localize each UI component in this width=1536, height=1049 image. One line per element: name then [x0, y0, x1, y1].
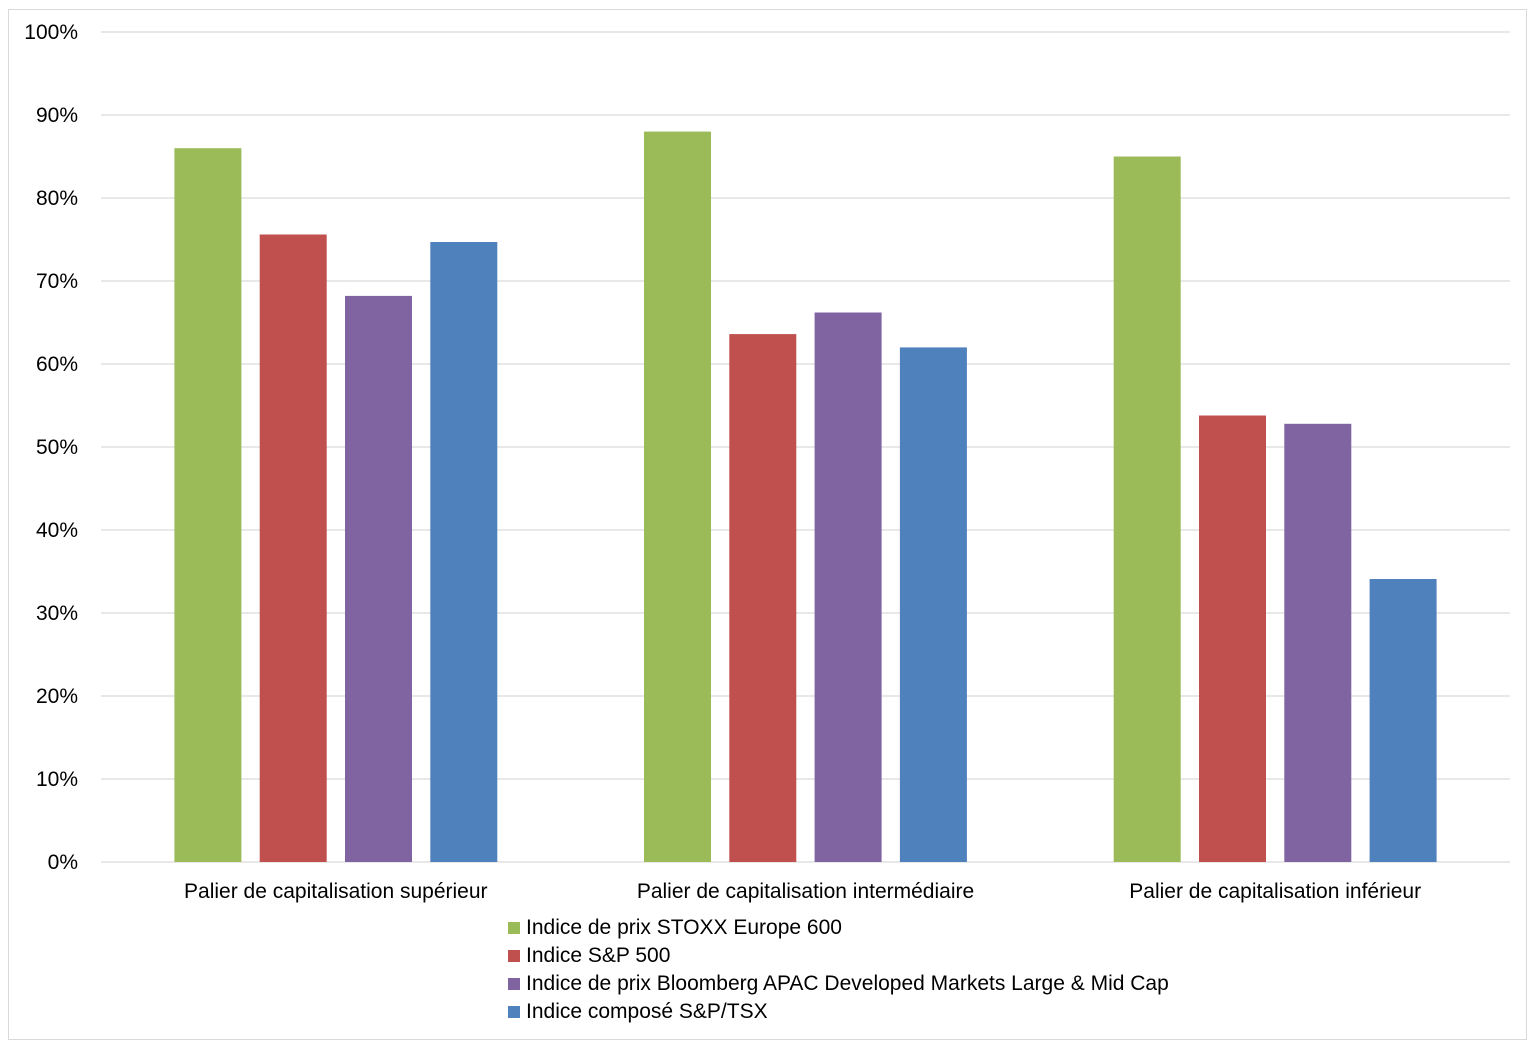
- legend-label: Indice de prix STOXX Europe 600: [526, 916, 842, 939]
- legend-swatch: [508, 922, 520, 934]
- bar: [174, 148, 242, 862]
- bar: [899, 347, 967, 862]
- y-tick-label: 0%: [48, 851, 78, 874]
- x-category-label: Palier de capitalisation intermédiaire: [637, 880, 974, 903]
- x-axis-categories: Palier de capitalisation supérieur Palier…: [184, 880, 1421, 903]
- bar: [1199, 415, 1266, 862]
- bar: [345, 295, 412, 862]
- legend-item: Indice S&P 500: [508, 942, 1268, 970]
- bars: [174, 131, 1437, 863]
- x-category-label: Palier de capitalisation inférieur: [1129, 880, 1421, 903]
- bar: [1369, 579, 1437, 862]
- bar: [814, 312, 882, 862]
- x-category-label: Palier de capitalisation supérieur: [184, 880, 488, 903]
- y-tick-label: 90%: [36, 104, 78, 127]
- y-tick-label: 70%: [36, 270, 78, 293]
- bar: [259, 234, 327, 862]
- legend-item: Indice de prix STOXX Europe 600: [508, 914, 1268, 942]
- legend-item: Indice composé S&P/TSX: [508, 998, 1268, 1026]
- legend-label: Indice S&P 500: [526, 944, 671, 967]
- y-tick-label: 10%: [36, 768, 78, 791]
- legend-swatch: [508, 1006, 520, 1018]
- legend-label: Indice de prix Bloomberg APAC Developed …: [526, 972, 1169, 995]
- legend-swatch: [508, 950, 520, 962]
- legend: Indice de prix STOXX Europe 600 Indice S&…: [508, 914, 1268, 1026]
- legend-swatch: [508, 978, 520, 990]
- y-tick-label: 80%: [36, 187, 78, 210]
- gridlines: [101, 31, 1510, 863]
- legend-item: Indice de prix Bloomberg APAC Developed …: [508, 970, 1268, 998]
- y-tick-label: 50%: [36, 436, 78, 459]
- y-tick-label: 20%: [36, 685, 78, 708]
- y-tick-label: 100%: [24, 21, 78, 44]
- bar: [430, 242, 498, 862]
- bar: [729, 334, 797, 863]
- bar: [1113, 156, 1181, 862]
- bar: [644, 131, 711, 863]
- y-tick-label: 30%: [36, 602, 78, 625]
- y-tick-label: 40%: [36, 519, 78, 542]
- y-tick-label: 60%: [36, 353, 78, 376]
- legend-label: Indice composé S&P/TSX: [526, 1000, 768, 1023]
- bar: [1284, 423, 1352, 862]
- y-axis-ticks: 0% 10% 20% 30% 40% 50% 60% 70% 80% 90% 100%: [24, 21, 78, 874]
